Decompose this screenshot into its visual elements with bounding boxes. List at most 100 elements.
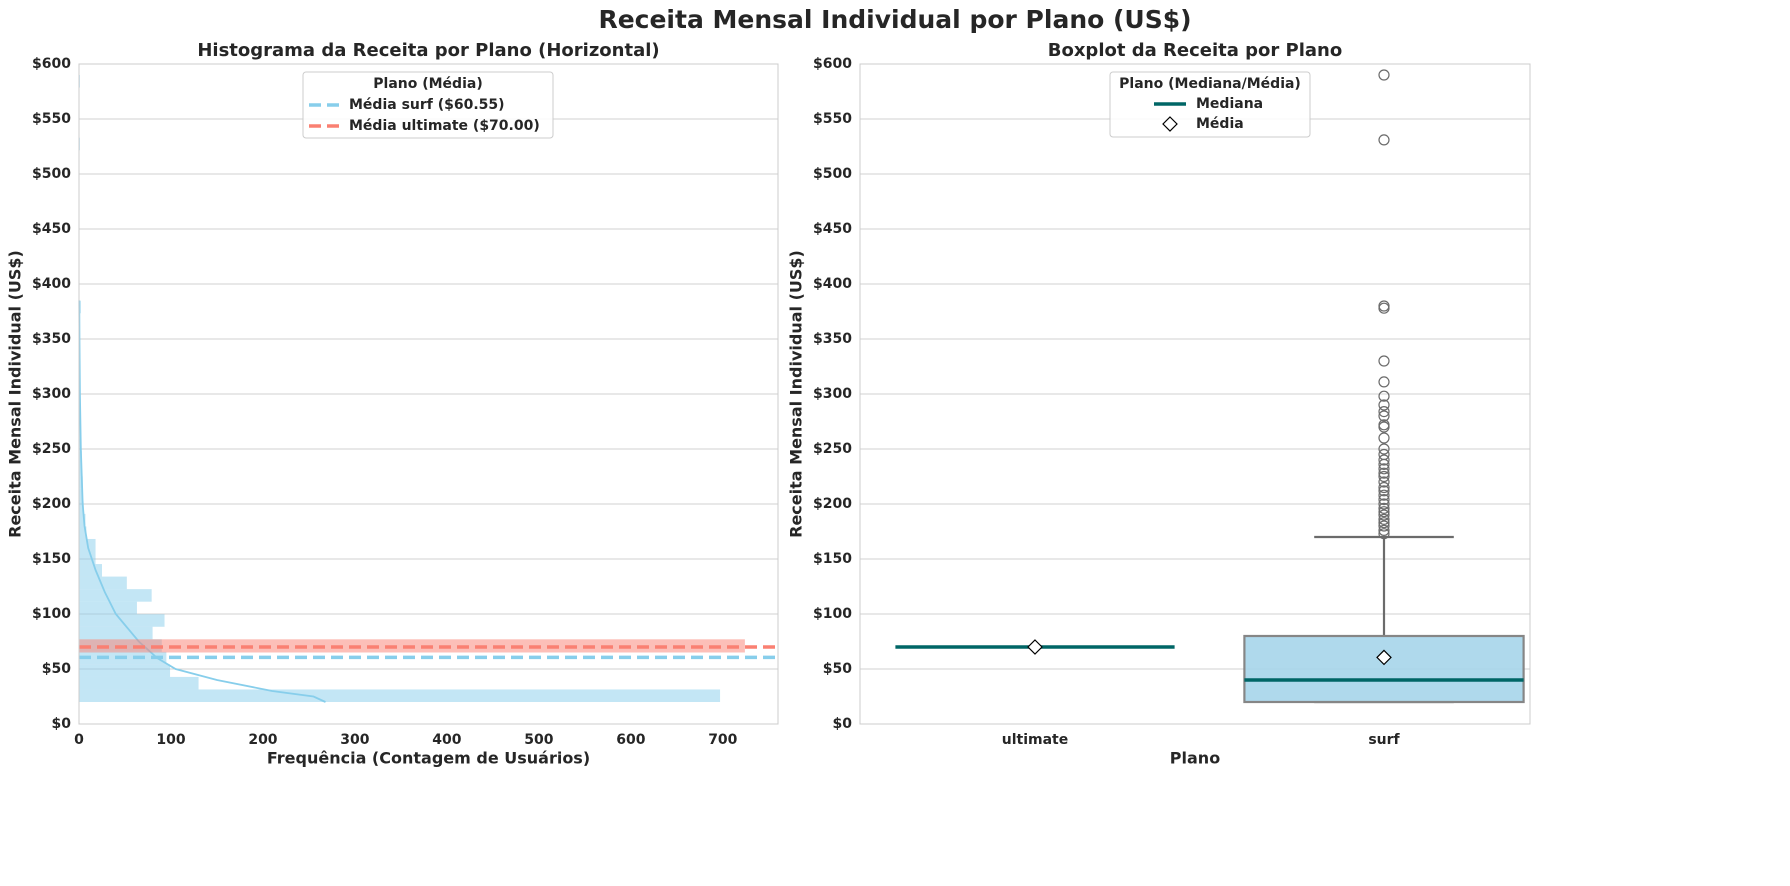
legend-title: Plano (Mediana/Média) bbox=[1119, 76, 1301, 92]
y-tick-label: $200 bbox=[32, 496, 71, 512]
histogram-bar bbox=[79, 589, 152, 602]
outlier bbox=[1378, 485, 1390, 497]
outlier bbox=[1378, 302, 1390, 314]
x-tick-label: 700 bbox=[708, 732, 737, 748]
x-tick-label: 600 bbox=[616, 732, 645, 748]
outlier bbox=[1378, 69, 1390, 81]
x-axis-label: Frequência (Contagem de Usuários) bbox=[267, 749, 590, 768]
histogram-bar bbox=[79, 676, 199, 690]
outlier bbox=[1378, 443, 1390, 455]
y-tick-label: $600 bbox=[32, 56, 71, 72]
outlier bbox=[1378, 467, 1390, 479]
y-tick-label: $250 bbox=[813, 441, 852, 457]
x-tick-label: 0 bbox=[74, 732, 84, 748]
outlier bbox=[1378, 476, 1390, 488]
x-tick-label: surf bbox=[1368, 732, 1400, 748]
y-tick-label: $400 bbox=[813, 276, 852, 292]
outlier bbox=[1378, 454, 1390, 466]
histogram-bar bbox=[79, 576, 127, 590]
y-tick-label: $50 bbox=[823, 661, 852, 677]
x-tick-label: 400 bbox=[432, 732, 461, 748]
legend-swatch bbox=[1162, 116, 1178, 132]
outlier bbox=[1378, 520, 1390, 532]
y-tick-label: $350 bbox=[813, 331, 852, 347]
histogram-bar bbox=[79, 664, 171, 677]
outlier bbox=[1378, 517, 1390, 529]
outlier bbox=[1378, 410, 1390, 422]
y-axis-label: Receita Mensal Individual (US$) bbox=[787, 250, 806, 538]
subplot-title: Histograma da Receita por Plano (Horizon… bbox=[197, 40, 659, 61]
outlier bbox=[1378, 509, 1390, 521]
y-tick-label: $250 bbox=[32, 441, 71, 457]
y-tick-label: $150 bbox=[32, 551, 71, 567]
x-tick-label: 200 bbox=[248, 732, 277, 748]
x-tick-label: 100 bbox=[156, 732, 185, 748]
y-tick-label: $300 bbox=[813, 386, 852, 402]
outlier bbox=[1378, 498, 1390, 510]
y-tick-label: $550 bbox=[813, 111, 852, 127]
legend-box bbox=[302, 71, 554, 139]
outlier bbox=[1378, 390, 1390, 402]
outlier bbox=[1378, 513, 1390, 526]
y-tick-label: $50 bbox=[42, 661, 71, 677]
y-axis-label: Receita Mensal Individual (US$) bbox=[6, 250, 25, 538]
y-tick-label: $200 bbox=[813, 496, 852, 512]
histogram-bar bbox=[79, 476, 83, 489]
mean-marker bbox=[1027, 639, 1043, 655]
outlier bbox=[1378, 481, 1390, 494]
x-tick-label: ultimate bbox=[1002, 732, 1068, 748]
legend-title: Plano (Média) bbox=[373, 76, 482, 92]
figure-title: Receita Mensal Individual por Plano (US$… bbox=[598, 5, 1191, 34]
outlier bbox=[1378, 406, 1390, 418]
y-tick-label: $500 bbox=[813, 166, 852, 182]
outlier bbox=[1378, 489, 1390, 501]
histogram-bar bbox=[79, 626, 153, 640]
plot-frame bbox=[78, 63, 779, 725]
x-axis-label: Plano bbox=[1170, 749, 1220, 768]
legend-label: Média surf ($60.55) bbox=[349, 97, 505, 113]
y-tick-label: $400 bbox=[32, 276, 71, 292]
histogram-bar bbox=[79, 601, 137, 615]
y-tick-label: $350 bbox=[32, 331, 71, 347]
y-tick-label: $0 bbox=[833, 716, 853, 732]
outlier bbox=[1378, 524, 1390, 537]
mean-marker bbox=[1376, 649, 1392, 666]
plot-frame bbox=[859, 63, 1531, 725]
histogram-bar bbox=[79, 564, 102, 577]
histogram-bar bbox=[79, 551, 96, 565]
histogram-bar bbox=[79, 501, 84, 514]
outlier bbox=[1378, 134, 1390, 146]
outlier bbox=[1378, 506, 1390, 518]
y-tick-label: $100 bbox=[813, 606, 852, 622]
y-tick-label: $550 bbox=[32, 111, 71, 127]
y-tick-label: $600 bbox=[813, 56, 852, 72]
outlier bbox=[1378, 494, 1390, 506]
y-tick-label: $500 bbox=[32, 166, 71, 182]
y-tick-label: $450 bbox=[32, 221, 71, 237]
outlier bbox=[1378, 355, 1390, 367]
histogram-bar bbox=[79, 488, 83, 502]
histogram-bar bbox=[79, 513, 86, 527]
legend-label: Média ultimate ($70.00) bbox=[349, 118, 540, 134]
box bbox=[1243, 634, 1525, 704]
subplot-title: Boxplot da Receita por Plano bbox=[1048, 40, 1343, 61]
outlier bbox=[1378, 300, 1390, 312]
outlier bbox=[1378, 463, 1390, 475]
outlier bbox=[1378, 458, 1390, 470]
y-tick-label: $450 bbox=[813, 221, 852, 237]
histogram-bar bbox=[79, 689, 721, 702]
outlier bbox=[1378, 399, 1390, 411]
histogram-bar bbox=[79, 463, 82, 477]
histogram-bar bbox=[79, 526, 87, 539]
outlier bbox=[1378, 421, 1390, 433]
outlier bbox=[1378, 376, 1390, 388]
y-tick-label: $100 bbox=[32, 606, 71, 622]
kde-curve bbox=[78, 300, 326, 703]
legend-label: Média bbox=[1196, 116, 1244, 132]
x-tick-label: 500 bbox=[524, 732, 553, 748]
x-tick-label: 300 bbox=[340, 732, 369, 748]
outlier bbox=[1378, 470, 1390, 483]
legend-label: Mediana bbox=[1196, 96, 1263, 112]
y-tick-label: $0 bbox=[52, 716, 72, 732]
